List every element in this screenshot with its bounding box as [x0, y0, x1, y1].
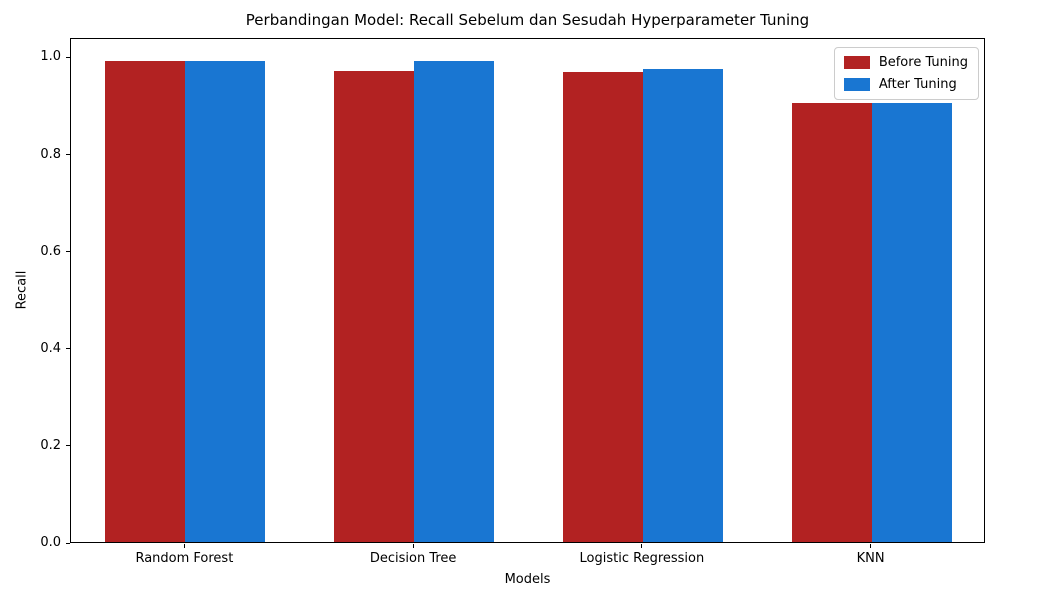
- y-tick-label: 0.4: [40, 340, 61, 356]
- legend-item-after-tuning: After Tuning: [843, 77, 968, 92]
- y-tick-label: 0.2: [40, 437, 61, 453]
- y-tick-label: 1.0: [40, 49, 61, 65]
- bar-before-tuning-decision-tree: [334, 70, 415, 542]
- legend: Before Tuning After Tuning: [833, 47, 979, 100]
- y-tick-label: 0.6: [40, 243, 61, 259]
- y-tick-mark: [66, 251, 70, 253]
- y-tick-mark: [66, 348, 70, 350]
- y-tick-mark: [66, 154, 70, 156]
- x-tick-mark: [641, 544, 643, 548]
- y-tick-mark: [66, 56, 70, 58]
- bar-before-tuning-knn: [791, 102, 872, 542]
- chart-title: Perbandingan Model: Recall Sebelum dan S…: [245, 11, 810, 29]
- plot-area: [70, 38, 985, 543]
- y-axis-label: Recall: [14, 270, 30, 310]
- legend-label-before-tuning: Before Tuning: [878, 55, 968, 70]
- y-tick-label: 0.0: [40, 535, 61, 550]
- bar-before-tuning-random-forest: [105, 61, 186, 542]
- legend-item-before-tuning: Before Tuning: [843, 55, 968, 70]
- x-axis-label: Models: [504, 572, 551, 587]
- y-tick-mark: [66, 445, 70, 447]
- legend-swatch-after-tuning: [843, 78, 870, 91]
- bar-after-tuning-random-forest: [185, 61, 266, 542]
- x-tick-mark: [870, 544, 872, 548]
- x-tick-mark: [183, 544, 185, 548]
- x-tick-label-random-forest: Random Forest: [135, 551, 234, 566]
- legend-swatch-before-tuning: [843, 56, 870, 69]
- x-tick-label-decision-tree: Decision Tree: [369, 551, 457, 566]
- x-tick-label-logistic-regression: Logistic Regression: [579, 551, 705, 566]
- y-tick-mark: [66, 542, 70, 544]
- bar-after-tuning-knn: [871, 103, 952, 542]
- legend-label-after-tuning: After Tuning: [878, 77, 957, 92]
- bar-after-tuning-decision-tree: [414, 61, 495, 542]
- bar-before-tuning-logistic-regression: [562, 72, 643, 542]
- y-tick-label: 0.8: [40, 146, 61, 162]
- x-tick-label-knn: KNN: [856, 551, 885, 566]
- x-tick-mark: [412, 544, 414, 548]
- bar-after-tuning-logistic-regression: [642, 69, 723, 542]
